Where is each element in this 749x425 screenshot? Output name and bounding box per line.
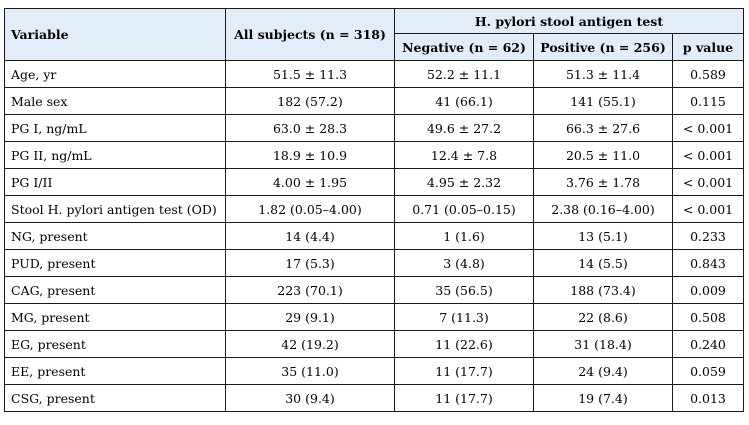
cell-negative: 4.95 ± 2.32 xyxy=(394,168,534,196)
table-row: PG I, ng/mL 63.0 ± 28.3 49.6 ± 27.2 66.3 ± … xyxy=(4,114,744,142)
cell-p-value: 0.115 xyxy=(672,87,744,115)
cell-p-value: 0.059 xyxy=(672,357,744,385)
cell-variable: MG, present xyxy=(4,303,226,331)
table-row: NG, present 14 (4.4) 1 (1.6) 13 (5.1) 0.233 xyxy=(4,222,744,250)
header-negative: Negative (n = 62) xyxy=(394,33,534,61)
cell-positive: 66.3 ± 27.6 xyxy=(533,114,673,142)
cell-variable: CSG, present xyxy=(4,384,226,412)
cell-all-subjects: 29 (9.1) xyxy=(225,303,395,331)
table-row: CSG, present 30 (9.4) 11 (17.7) 19 (7.4) 0.0… xyxy=(4,384,744,412)
table-row: EG, present 42 (19.2) 11 (22.6) 31 (18.4) 0.… xyxy=(4,330,744,358)
cell-negative: 11 (17.7) xyxy=(394,384,534,412)
cell-p-value: 0.843 xyxy=(672,249,744,277)
cell-positive: 141 (55.1) xyxy=(533,87,673,115)
cell-variable: PG II, ng/mL xyxy=(4,141,226,169)
cell-negative: 52.2 ± 11.1 xyxy=(394,60,534,88)
cell-positive: 31 (18.4) xyxy=(533,330,673,358)
cell-variable: Age, yr xyxy=(4,60,226,88)
cell-variable: PG I, ng/mL xyxy=(4,114,226,142)
table-row: Stool H. pylori antigen test (OD) 1.82 (0… xyxy=(4,195,744,223)
table-row: Male sex 182 (57.2) 41 (66.1) 141 (55.1) 0.1… xyxy=(4,87,744,115)
header-p-value: p value xyxy=(672,33,744,61)
cell-p-value: 0.589 xyxy=(672,60,744,88)
header-all-subjects: All subjects (n = 318) xyxy=(225,8,395,61)
table-row: PUD, present 17 (5.3) 3 (4.8) 14 (5.5) 0.843 xyxy=(4,249,744,277)
table-row: PG I/II 4.00 ± 1.95 4.95 ± 2.32 3.76 ± 1.78… xyxy=(4,168,744,196)
cell-p-value: < 0.001 xyxy=(672,195,744,223)
cell-p-value: 0.013 xyxy=(672,384,744,412)
cell-positive: 20.5 ± 11.0 xyxy=(533,141,673,169)
table-body: Age, yr 51.5 ± 11.3 52.2 ± 11.1 51.3 ± 11.4… xyxy=(4,60,744,412)
cell-negative: 35 (56.5) xyxy=(394,276,534,304)
cell-negative: 49.6 ± 27.2 xyxy=(394,114,534,142)
cell-all-subjects: 1.82 (0.05–4.00) xyxy=(225,195,395,223)
cell-p-value: 0.240 xyxy=(672,330,744,358)
cell-variable: EG, present xyxy=(4,330,226,358)
table-row: PG II, ng/mL 18.9 ± 10.9 12.4 ± 7.8 20.5 ± … xyxy=(4,141,744,169)
cell-p-value: 0.233 xyxy=(672,222,744,250)
cell-negative: 11 (22.6) xyxy=(394,330,534,358)
cell-all-subjects: 30 (9.4) xyxy=(225,384,395,412)
cell-all-subjects: 14 (4.4) xyxy=(225,222,395,250)
header-group-title: H. pylori stool antigen test xyxy=(394,8,744,34)
cell-positive: 51.3 ± 11.4 xyxy=(533,60,673,88)
cell-all-subjects: 42 (19.2) xyxy=(225,330,395,358)
cell-variable: CAG, present xyxy=(4,276,226,304)
table-header: Variable All subjects (n = 318) H. pylor… xyxy=(4,8,744,61)
cell-all-subjects: 35 (11.0) xyxy=(225,357,395,385)
cell-p-value: < 0.001 xyxy=(672,141,744,169)
table-row: EE, present 35 (11.0) 11 (17.7) 24 (9.4) 0.0… xyxy=(4,357,744,385)
table-row: Age, yr 51.5 ± 11.3 52.2 ± 11.1 51.3 ± 11.4… xyxy=(4,60,744,88)
cell-p-value: 0.508 xyxy=(672,303,744,331)
cell-positive: 2.38 (0.16–4.00) xyxy=(533,195,673,223)
cell-negative: 41 (66.1) xyxy=(394,87,534,115)
cell-all-subjects: 223 (70.1) xyxy=(225,276,395,304)
cell-negative: 12.4 ± 7.8 xyxy=(394,141,534,169)
cell-all-subjects: 51.5 ± 11.3 xyxy=(225,60,395,88)
cell-positive: 14 (5.5) xyxy=(533,249,673,277)
cell-positive: 13 (5.1) xyxy=(533,222,673,250)
cell-negative: 7 (11.3) xyxy=(394,303,534,331)
cell-all-subjects: 63.0 ± 28.3 xyxy=(225,114,395,142)
cell-p-value: 0.009 xyxy=(672,276,744,304)
table-row: CAG, present 223 (70.1) 35 (56.5) 188 (73.4… xyxy=(4,276,744,304)
cell-negative: 1 (1.6) xyxy=(394,222,534,250)
header-positive: Positive (n = 256) xyxy=(533,33,673,61)
cell-all-subjects: 18.9 ± 10.9 xyxy=(225,141,395,169)
cell-variable: NG, present xyxy=(4,222,226,250)
cell-variable: PG I/II xyxy=(4,168,226,196)
cell-positive: 3.76 ± 1.78 xyxy=(533,168,673,196)
header-variable: Variable xyxy=(4,8,226,61)
cell-variable: Male sex xyxy=(4,87,226,115)
cell-variable: EE, present xyxy=(4,357,226,385)
cell-all-subjects: 4.00 ± 1.95 xyxy=(225,168,395,196)
cell-variable: PUD, present xyxy=(4,249,226,277)
cell-negative: 3 (4.8) xyxy=(394,249,534,277)
cell-p-value: < 0.001 xyxy=(672,168,744,196)
cell-variable: Stool H. pylori antigen test (OD) xyxy=(4,195,226,223)
table-row: MG, present 29 (9.1) 7 (11.3) 22 (8.6) 0.508 xyxy=(4,303,744,331)
cell-all-subjects: 182 (57.2) xyxy=(225,87,395,115)
data-table: Variable All subjects (n = 318) H. pylor… xyxy=(4,8,744,412)
cell-positive: 24 (9.4) xyxy=(533,357,673,385)
cell-positive: 19 (7.4) xyxy=(533,384,673,412)
cell-all-subjects: 17 (5.3) xyxy=(225,249,395,277)
cell-p-value: < 0.001 xyxy=(672,114,744,142)
cell-positive: 188 (73.4) xyxy=(533,276,673,304)
cell-negative: 0.71 (0.05–0.15) xyxy=(394,195,534,223)
cell-negative: 11 (17.7) xyxy=(394,357,534,385)
cell-positive: 22 (8.6) xyxy=(533,303,673,331)
